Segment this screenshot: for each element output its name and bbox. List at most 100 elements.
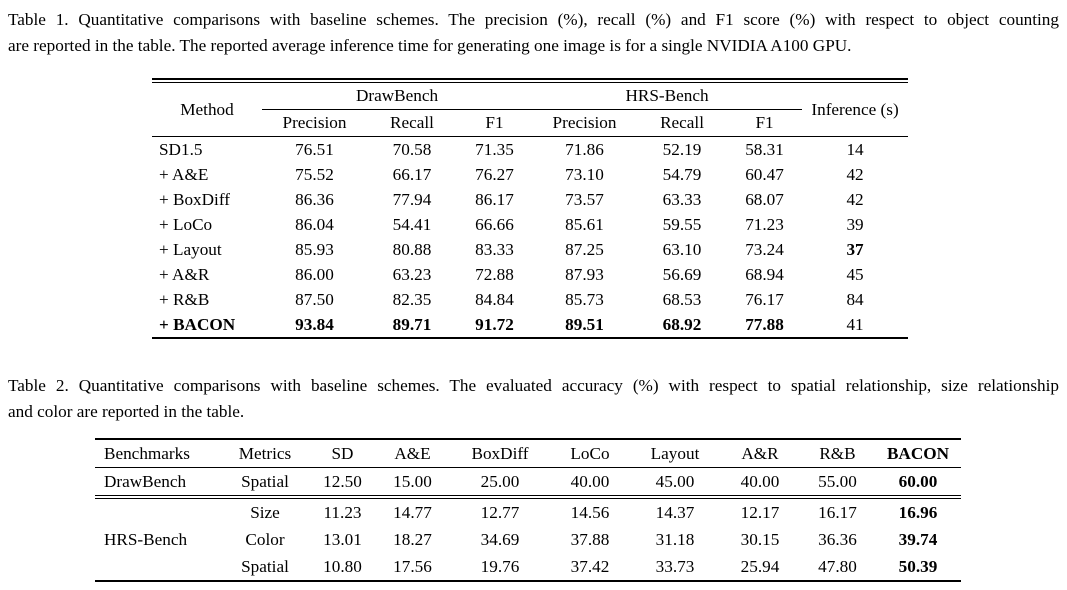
value-cell: 14.77 bbox=[393, 502, 432, 522]
value-cell: 25.94 bbox=[740, 556, 780, 576]
value-cell: 68.92 bbox=[662, 314, 702, 334]
metric-cell: Spatial bbox=[241, 556, 289, 576]
value-cell: 80.88 bbox=[392, 239, 432, 259]
value-cell: 10.80 bbox=[323, 556, 362, 576]
page: { "page": { "background": "#ffffff", "te… bbox=[0, 7, 1067, 590]
table-row: + Layout 85.93 80.88 83.33 87.25 63.10 73.24 37 bbox=[152, 237, 908, 262]
value-cell: 42 bbox=[846, 164, 864, 184]
table-row: SD1.5 76.51 70.58 71.35 71.86 52.19 58.31 14 bbox=[152, 137, 908, 163]
value-cell: 54.41 bbox=[392, 214, 432, 234]
value-cell: 63.23 bbox=[392, 264, 432, 284]
value-cell: 58.31 bbox=[745, 139, 784, 159]
method-cell: + BoxDiff bbox=[159, 189, 230, 209]
value-cell: 16.17 bbox=[818, 502, 857, 522]
value-cell: 86.00 bbox=[295, 264, 334, 284]
metric-cell: Color bbox=[245, 529, 285, 549]
table-row: HRS-Bench Size 11.23 14.77 12.77 14.56 14.37 12… bbox=[95, 497, 961, 549]
value-cell: 30.15 bbox=[740, 529, 780, 549]
value-cell: 60.00 bbox=[875, 467, 961, 499]
table2-caption-line2: and color are reported in the table. bbox=[8, 402, 245, 421]
table1: Method DrawBench HRS-Bench Inference (s)… bbox=[152, 82, 909, 339]
table2: Benchmarks Metrics SD A&E BoxDiff LoCo Layout A… bbox=[95, 438, 961, 582]
column-header: Precision bbox=[532, 109, 638, 137]
table1-caption-line1: Table 1. Quantitative comparisons with b… bbox=[8, 10, 1059, 29]
value-cell: 63.10 bbox=[662, 239, 702, 259]
value-cell: 75.52 bbox=[295, 164, 334, 184]
value-cell: 14.37 bbox=[655, 502, 695, 522]
value-cell: 15.00 bbox=[375, 467, 450, 499]
method-cell: + BACON bbox=[159, 314, 236, 334]
value-cell: 12.77 bbox=[480, 502, 520, 522]
benchmark-cell: HRS-Bench bbox=[104, 529, 188, 549]
value-cell: 85.73 bbox=[565, 289, 604, 309]
value-cell: 71.23 bbox=[745, 214, 784, 234]
table-row: + BoxDiff 86.36 77.94 86.17 73.57 63.33 68.07 4… bbox=[152, 187, 908, 212]
value-cell: 73.57 bbox=[565, 189, 604, 209]
metric-cell: Size bbox=[250, 502, 280, 522]
value-cell: 60.47 bbox=[745, 164, 784, 184]
value-cell: 42 bbox=[846, 189, 864, 209]
value-cell: 87.50 bbox=[295, 289, 334, 309]
value-cell: 41 bbox=[846, 314, 864, 334]
column-header: Precision bbox=[262, 109, 367, 137]
value-cell: 73.24 bbox=[745, 239, 784, 259]
value-cell: 66.17 bbox=[392, 164, 432, 184]
value-cell: 19.76 bbox=[480, 556, 520, 576]
value-cell: 84 bbox=[846, 289, 864, 309]
value-cell: 33.73 bbox=[655, 556, 695, 576]
value-cell: 36.36 bbox=[818, 529, 857, 549]
value-cell: 71.35 bbox=[475, 139, 514, 159]
value-cell: 40.00 bbox=[550, 467, 630, 499]
table2-header-row: Benchmarks Metrics SD A&E BoxDiff LoCo Layout A… bbox=[95, 439, 961, 468]
value-cell: 39 bbox=[846, 214, 864, 234]
table-row: + A&R 86.00 63.23 72.88 87.93 56.69 68.94 45 bbox=[152, 262, 908, 287]
value-cell: 85.93 bbox=[295, 239, 334, 259]
value-cell: 86.36 bbox=[295, 189, 334, 209]
value-cell: 84.84 bbox=[475, 289, 514, 309]
value-cell: 85.61 bbox=[565, 214, 604, 234]
value-cell: 13.01 bbox=[323, 529, 362, 549]
value-cell: 87.25 bbox=[565, 239, 604, 259]
column-header: Benchmarks bbox=[95, 439, 220, 468]
value-cell: 89.51 bbox=[565, 314, 604, 334]
method-cell: + A&E bbox=[159, 164, 209, 184]
value-cell: 82.35 bbox=[392, 289, 432, 309]
value-cell: 25.00 bbox=[450, 467, 550, 499]
table2-container: Benchmarks Metrics SD A&E BoxDiff LoCo Layout A… bbox=[95, 438, 961, 582]
value-cell: 37.42 bbox=[570, 556, 610, 576]
column-header: F1 bbox=[457, 109, 533, 137]
table1-subheader-row: Precision Recall F1 Precision Recall F1 bbox=[152, 109, 908, 137]
value-cell: 59.55 bbox=[662, 214, 702, 234]
value-cell: 18.27 bbox=[393, 529, 432, 549]
column-header: A&R bbox=[720, 439, 800, 468]
column-header: F1 bbox=[727, 109, 803, 137]
table-row: Color 13.01 18.27 34.69 37.88 31.18 30.15 36.36… bbox=[95, 526, 961, 553]
method-cell: + LoCo bbox=[159, 214, 213, 234]
value-cell: 76.17 bbox=[745, 289, 784, 309]
value-cell: 77.88 bbox=[745, 314, 784, 334]
value-cell: 93.84 bbox=[295, 314, 334, 334]
method-cell: SD1.5 bbox=[159, 139, 203, 159]
value-cell: 87.93 bbox=[565, 264, 604, 284]
value-cell: 68.53 bbox=[662, 289, 702, 309]
value-cell: 91.72 bbox=[475, 314, 514, 334]
drawbench-group-header: DrawBench bbox=[262, 82, 533, 110]
value-cell: 71.86 bbox=[565, 139, 604, 159]
value-cell: 16.96 bbox=[898, 502, 938, 522]
column-header: LoCo bbox=[550, 439, 630, 468]
table2-caption-line1: Table 2. Quantitative comparisons with b… bbox=[8, 376, 1059, 395]
table1-group-header-row: Method DrawBench HRS-Bench Inference (s) bbox=[152, 82, 909, 137]
table-row: + A&E 75.52 66.17 76.27 73.10 54.79 60.47 42 bbox=[152, 162, 908, 187]
column-header: Layout bbox=[630, 439, 720, 468]
hrsbench-group-header: HRS-Bench bbox=[532, 82, 803, 110]
table-row: Spatial 10.80 17.56 19.76 37.42 33.73 25.94 47.… bbox=[95, 553, 961, 581]
method-column-header: Method bbox=[152, 82, 262, 137]
table-row: + BACON 93.84 89.71 91.72 89.51 68.92 77.88 41 bbox=[152, 312, 908, 338]
value-cell: 73.10 bbox=[565, 164, 604, 184]
value-cell: 68.94 bbox=[745, 264, 784, 284]
table1-container: Method DrawBench HRS-Bench Inference (s)… bbox=[152, 78, 909, 339]
value-cell: 17.56 bbox=[393, 556, 432, 576]
value-cell: 45.00 bbox=[630, 467, 720, 499]
value-cell: 52.19 bbox=[662, 139, 702, 159]
value-cell: 86.17 bbox=[475, 189, 514, 209]
